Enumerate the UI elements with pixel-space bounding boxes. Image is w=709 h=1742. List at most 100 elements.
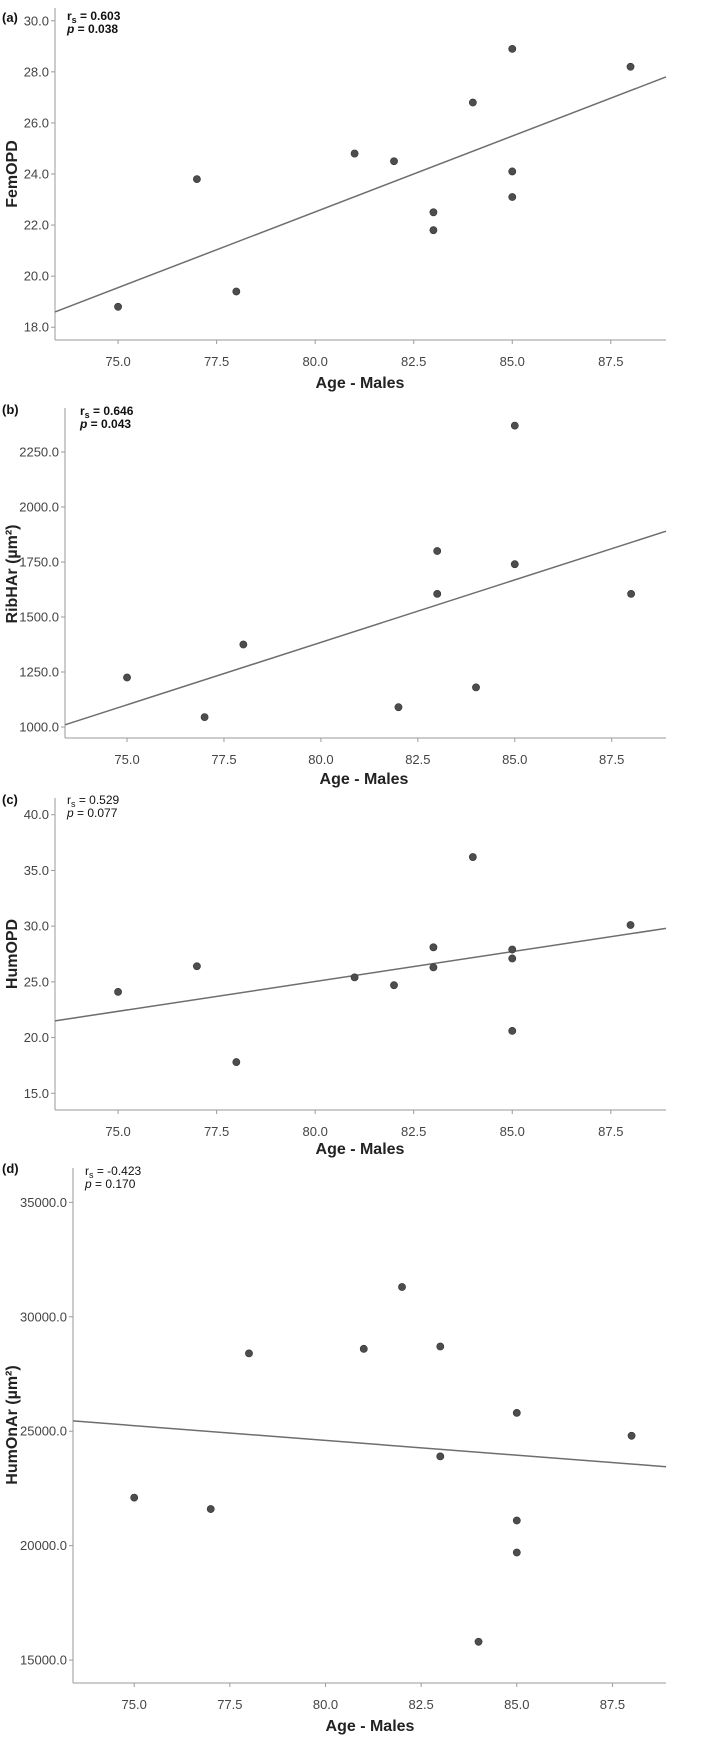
data-point <box>206 1505 215 1513</box>
x-tick-label: 87.5 <box>599 752 624 767</box>
y-tick-label: 20.0 <box>24 269 49 284</box>
rs-symbol: r <box>80 404 85 418</box>
y-axis-title: RibHAr (µm²) <box>4 525 21 624</box>
data-point <box>232 1058 241 1066</box>
scatter-plot-d: (d) rs = -0.423 p = 0.170 HumOnAr (µm²) … <box>2 1161 667 1735</box>
y-tick-label: 15.0 <box>24 1086 49 1101</box>
rs-stat: rs = -0.423 <box>85 1164 142 1180</box>
x-tick-label: 82.5 <box>405 752 430 767</box>
data-point <box>200 713 209 721</box>
data-point <box>429 963 438 972</box>
data-point <box>510 421 519 430</box>
x-tick-label: 75.0 <box>105 354 130 369</box>
x-tick-label: 85.0 <box>500 1124 525 1139</box>
data-point <box>472 683 480 692</box>
panel-label: (d) <box>2 1161 19 1176</box>
chart-panel-c: (c) rs = 0.529 p = 0.077 HumOPD Age - Ma… <box>0 790 709 1160</box>
p-symbol: p <box>79 417 87 431</box>
p-value: = 0.170 <box>92 1177 136 1191</box>
x-tick-label: 80.0 <box>303 1124 328 1139</box>
data-point <box>512 1516 521 1525</box>
data-point <box>627 589 636 598</box>
data-point <box>510 560 519 569</box>
data-point <box>193 962 201 971</box>
data-point <box>433 589 442 598</box>
x-axis-title: Age - Males <box>326 1718 415 1735</box>
data-point <box>626 62 635 71</box>
data-point <box>627 1431 636 1440</box>
rs-value: = 0.603 <box>77 9 121 23</box>
y-tick-label: 24.0 <box>24 167 49 182</box>
data-point <box>114 302 122 311</box>
data-point <box>508 1026 517 1035</box>
y-tick-label: 20.0 <box>24 1030 49 1045</box>
y-tick-label: 30.0 <box>24 919 49 934</box>
x-tick-label: 80.0 <box>313 1697 338 1712</box>
x-axis-title: Age - Males <box>316 375 405 392</box>
p-stat: p = 0.170 <box>84 1177 136 1191</box>
y-axis-title: HumOnAr (µm²) <box>4 1365 21 1484</box>
regression-line <box>72 1420 667 1468</box>
rs-subscript: s <box>89 1170 94 1180</box>
data-point <box>232 287 241 296</box>
p-value: = 0.043 <box>87 417 131 431</box>
y-tick-label: 25.0 <box>24 974 49 989</box>
data-point <box>245 1349 253 1358</box>
panel-label: (a) <box>2 10 18 25</box>
data-point <box>429 226 438 235</box>
p-value: = 0.038 <box>74 22 118 36</box>
data-point <box>398 1283 406 1291</box>
data-point <box>429 208 438 217</box>
data-point <box>508 193 517 201</box>
y-tick-label: 40.0 <box>24 807 49 822</box>
p-symbol: p <box>84 1177 92 1191</box>
data-point <box>390 981 398 990</box>
x-tick-label: 77.5 <box>211 752 236 767</box>
rs-stat: rs = 0.646 <box>80 404 134 420</box>
x-tick-label: 87.5 <box>600 1697 625 1712</box>
y-tick-label: 1000.0 <box>19 720 59 735</box>
x-axis-title: Age - Males <box>316 1141 405 1158</box>
x-tick-label: 75.0 <box>105 1124 130 1139</box>
rs-symbol: r <box>67 793 71 807</box>
rs-value: = 0.646 <box>90 404 134 418</box>
data-point <box>436 1342 445 1351</box>
x-tick-label: 82.5 <box>401 354 426 369</box>
rs-stat: rs = 0.603 <box>67 9 121 25</box>
x-tick-label: 77.5 <box>217 1697 242 1712</box>
y-tick-label: 1250.0 <box>19 665 59 680</box>
p-stat: p = 0.077 <box>66 806 118 820</box>
panel-label: (b) <box>2 402 19 417</box>
data-point <box>114 987 122 996</box>
chart-panel-a: (a) rs = 0.603 p = 0.038 FemOPD Age - Ma… <box>0 0 709 400</box>
scatter-plot-c: (c) rs = 0.529 p = 0.077 HumOPD Age - Ma… <box>2 792 667 1158</box>
p-value: = 0.077 <box>74 806 118 820</box>
y-tick-label: 22.0 <box>24 218 49 233</box>
data-point <box>433 547 442 555</box>
rs-symbol: r <box>67 9 72 23</box>
regression-line <box>64 530 667 726</box>
x-tick-label: 87.5 <box>598 1124 623 1139</box>
y-tick-label: 20000.0 <box>20 1538 67 1553</box>
data-point <box>239 640 248 649</box>
x-tick-label: 85.0 <box>500 354 525 369</box>
scatter-plot-a: (a) rs = 0.603 p = 0.038 FemOPD Age - Ma… <box>2 8 667 392</box>
data-point <box>508 44 517 53</box>
y-tick-label: 2000.0 <box>19 500 59 515</box>
rs-stat: rs = 0.529 <box>67 793 120 809</box>
p-stat: p = 0.043 <box>79 417 131 431</box>
y-tick-label: 26.0 <box>24 115 49 130</box>
y-tick-label: 35.0 <box>24 863 49 878</box>
rs-value: = -0.423 <box>94 1164 142 1178</box>
x-tick-label: 80.0 <box>308 752 333 767</box>
y-axis-title: FemOPD <box>4 140 21 208</box>
y-tick-label: 30.0 <box>24 13 49 28</box>
data-point <box>508 167 517 176</box>
p-symbol: p <box>66 806 74 820</box>
y-tick-label: 15000.0 <box>20 1653 67 1668</box>
data-point <box>350 149 359 158</box>
y-tick-label: 1750.0 <box>19 555 59 570</box>
y-tick-label: 2250.0 <box>19 445 59 460</box>
data-point <box>390 157 398 166</box>
scatter-plot-b: (b) rs = 0.646 p = 0.043 RibHAr (µm²) Ag… <box>2 402 667 788</box>
